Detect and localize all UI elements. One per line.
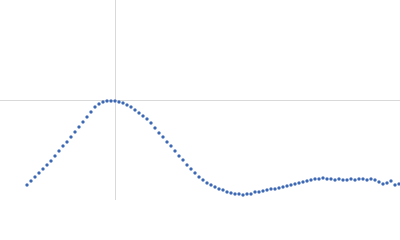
- data-point: [221, 188, 225, 192]
- body: (() => { const data = JSON.parse(documen…: [0, 0, 400, 200]
- data-point: [329, 177, 333, 181]
- data-point: [265, 188, 269, 192]
- data-point: [349, 177, 353, 181]
- data-point: [197, 175, 201, 179]
- data-point: [101, 100, 105, 104]
- data-point: [353, 178, 357, 182]
- data-point: [45, 163, 49, 167]
- data-point: [145, 117, 149, 121]
- data-point: [285, 184, 289, 188]
- data-point: [53, 154, 57, 158]
- data-point: [345, 178, 349, 182]
- data-point: [137, 111, 141, 115]
- data-point: [181, 158, 185, 162]
- data-point: [385, 181, 389, 185]
- data-point: [217, 187, 221, 191]
- data-point: [293, 182, 297, 186]
- data-point: [389, 179, 393, 183]
- data-point: [125, 103, 129, 107]
- data-point: [37, 171, 41, 175]
- data-point: [73, 130, 77, 134]
- data-point: [249, 192, 253, 196]
- data-point: [77, 125, 81, 129]
- data-point: [305, 179, 309, 183]
- data-point: [233, 192, 237, 196]
- data-point: [141, 114, 145, 118]
- data-point: [57, 149, 61, 153]
- data-point: [301, 180, 305, 184]
- data-point: [193, 171, 197, 175]
- data-point: [129, 105, 133, 109]
- data-point: [105, 99, 109, 103]
- data-point: [153, 126, 157, 130]
- data-point: [397, 182, 400, 186]
- data-point: [341, 178, 345, 182]
- data-point: [373, 178, 377, 182]
- data-point: [97, 102, 101, 106]
- data-point: [309, 178, 313, 182]
- data-point: [241, 193, 245, 197]
- chart: [0, 0, 400, 200]
- data-point: [49, 159, 53, 163]
- data-point: [393, 183, 397, 187]
- data-point: [277, 186, 281, 190]
- data-point: [325, 177, 329, 181]
- data-point: [149, 121, 153, 125]
- data-point: [109, 99, 113, 103]
- data-point: [213, 185, 217, 189]
- data-point: [25, 183, 29, 187]
- data-point: [337, 177, 341, 181]
- data-point: [261, 189, 265, 193]
- data-point: [381, 182, 385, 186]
- data-point: [89, 110, 93, 114]
- data-point: [93, 105, 97, 109]
- data-point: [253, 190, 257, 194]
- data-point: [85, 115, 89, 119]
- data-point: [113, 99, 117, 103]
- data-point: [201, 178, 205, 182]
- data-point: [177, 154, 181, 158]
- data-point: [65, 140, 69, 144]
- data-point: [333, 178, 337, 182]
- data-point: [169, 144, 173, 148]
- data-point: [229, 191, 233, 195]
- data-point: [237, 192, 241, 196]
- data-point: [41, 167, 45, 171]
- data-point: [33, 175, 37, 179]
- data-point: [289, 183, 293, 187]
- data-point: [209, 183, 213, 187]
- data-point: [281, 185, 285, 189]
- data-point: [273, 187, 277, 191]
- data-point: [165, 140, 169, 144]
- data-point: [185, 163, 189, 167]
- data-point: [161, 135, 165, 139]
- data-point: [29, 179, 33, 183]
- data-point: [297, 181, 301, 185]
- data-point: [61, 144, 65, 148]
- data-point: [133, 108, 137, 112]
- data-point: [357, 177, 361, 181]
- data-point: [317, 177, 321, 181]
- data-point: [189, 167, 193, 171]
- data-point: [121, 101, 125, 105]
- data-point: [269, 187, 273, 191]
- data-point: [117, 100, 121, 104]
- page: {"chart_data": {"type": "scatter", "colo…: [0, 0, 400, 200]
- data-point: [369, 177, 373, 181]
- data-point: [157, 131, 161, 135]
- data-point: [225, 190, 229, 194]
- data-point: [81, 120, 85, 124]
- data-point: [257, 190, 261, 194]
- data-point: [173, 149, 177, 153]
- data-point: [205, 181, 209, 185]
- data-point: [361, 177, 365, 181]
- data-point: [321, 176, 325, 180]
- data-point: [69, 135, 73, 139]
- data-point: [377, 180, 381, 184]
- data-point: [365, 178, 369, 182]
- data-point: [245, 192, 249, 196]
- data-point: [313, 177, 317, 181]
